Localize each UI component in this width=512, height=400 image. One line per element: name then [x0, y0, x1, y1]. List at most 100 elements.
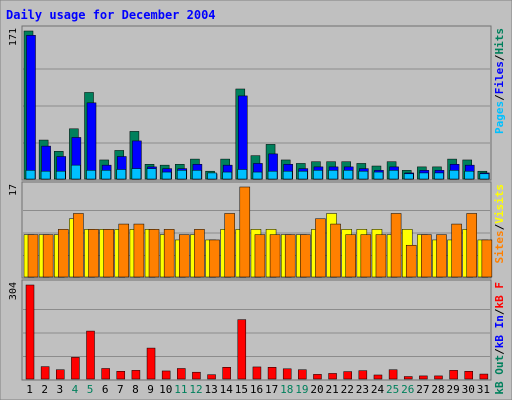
legend-entry: / — [493, 308, 506, 315]
x-tick-label: 28 — [431, 383, 444, 396]
bar-pages — [388, 170, 399, 180]
bar-kb-f — [25, 284, 35, 380]
y-max-label: 17 — [8, 184, 19, 196]
legend-entry: Sites — [493, 230, 506, 263]
bar-kb-f — [56, 369, 65, 380]
bar-pages — [207, 172, 217, 180]
x-tick-label: 14 — [220, 383, 234, 396]
bar-sites — [148, 229, 160, 278]
x-tick-label: 7 — [117, 383, 124, 396]
bar-kb-f — [237, 319, 247, 380]
bar-kb-f — [161, 370, 171, 380]
bar-pages — [252, 171, 263, 180]
bar-sites — [269, 234, 281, 278]
bar-sites — [27, 234, 39, 278]
bar-sites — [375, 234, 387, 278]
x-tick-label: 19 — [295, 383, 308, 396]
x-tick-label: 30 — [462, 383, 475, 396]
bar-pages — [267, 170, 278, 180]
bar-kb-f — [207, 374, 216, 380]
x-tick-label: 26 — [401, 383, 414, 396]
bar-kb-f — [388, 369, 398, 380]
y-max-label: 171 — [8, 28, 19, 46]
x-tick-label: 21 — [326, 383, 339, 396]
bar-kb-f — [252, 366, 262, 380]
legend-entry: Pages — [493, 101, 506, 134]
x-tick-label: 25 — [386, 383, 399, 396]
bar-kb-f — [328, 373, 337, 380]
x-tick-label: 1 — [26, 383, 33, 396]
bar-pages — [40, 170, 51, 180]
bar-pages — [146, 168, 157, 180]
bar-sites — [315, 218, 326, 278]
bar-sites — [360, 234, 372, 278]
x-tick-label: 23 — [356, 383, 369, 396]
bar-pages — [479, 173, 490, 180]
bar-kb-f — [40, 366, 50, 380]
bar-sites — [194, 229, 205, 278]
bar-files — [86, 102, 97, 180]
legend-entry: / — [493, 223, 506, 230]
bar-pages — [25, 170, 36, 180]
x-tick-label: 29 — [447, 383, 460, 396]
bar-sites — [179, 234, 190, 278]
legend-entry: / — [493, 348, 506, 355]
bar-kb-f — [373, 374, 383, 380]
bar-kb-f — [71, 357, 80, 380]
bar-pages — [403, 173, 414, 180]
bar-pages — [313, 170, 323, 180]
legend-entry: kB F — [493, 282, 506, 309]
x-tick-label: 27 — [416, 383, 429, 396]
bar-sites — [481, 239, 493, 278]
bar-sites — [451, 223, 462, 278]
x-tick-label: 13 — [204, 383, 217, 396]
bar-sites — [405, 244, 417, 278]
bar-pages — [131, 168, 142, 180]
x-tick-label: 20 — [310, 383, 323, 396]
bar-pages — [56, 170, 66, 180]
bar-kb-f — [464, 371, 473, 380]
bar-sites — [466, 213, 477, 278]
bar-kb-f — [419, 375, 428, 380]
bar-pages — [222, 171, 232, 180]
bar-kb-f — [131, 370, 141, 380]
bar-pages — [434, 172, 444, 180]
x-tick-label: 15 — [235, 383, 248, 396]
bar-kb-f — [343, 371, 352, 380]
x-tick-label: 11 — [174, 383, 187, 396]
legend: Pages/Files/Hits — [493, 28, 506, 134]
bar-pages — [71, 164, 81, 180]
bar-sites — [284, 234, 296, 278]
bar-sites — [73, 213, 84, 278]
bar-kb-f — [177, 368, 186, 380]
bar-kb-f — [434, 375, 443, 380]
bar-sites — [163, 229, 175, 278]
bar-pages — [419, 172, 429, 180]
x-tick-label: 12 — [189, 383, 202, 396]
bar-sites — [58, 229, 69, 278]
x-tick-label: 4 — [72, 383, 79, 396]
bar-pages — [116, 169, 127, 180]
bar-pages — [86, 170, 96, 180]
bar-sites — [42, 234, 54, 278]
bar-kb-f — [222, 367, 231, 380]
x-tick-label: 9 — [147, 383, 154, 396]
legend-entry: Hits — [493, 28, 506, 55]
y-max-label: 304 — [8, 282, 19, 300]
legend-entry: kB Out — [493, 355, 506, 395]
bar-pages — [343, 170, 353, 180]
bar-files — [238, 95, 248, 180]
bar-pages — [449, 170, 459, 180]
bar-sites — [345, 234, 356, 278]
legend: Sites/Visits — [493, 184, 506, 264]
bar-kb-f — [403, 376, 413, 380]
legend-entry: Files — [493, 61, 506, 94]
legend-entry: / — [493, 54, 506, 61]
bar-kb-f — [479, 373, 489, 380]
bar-sites — [436, 234, 447, 278]
bar-kb-f — [313, 374, 322, 380]
bar-pages — [237, 169, 248, 180]
